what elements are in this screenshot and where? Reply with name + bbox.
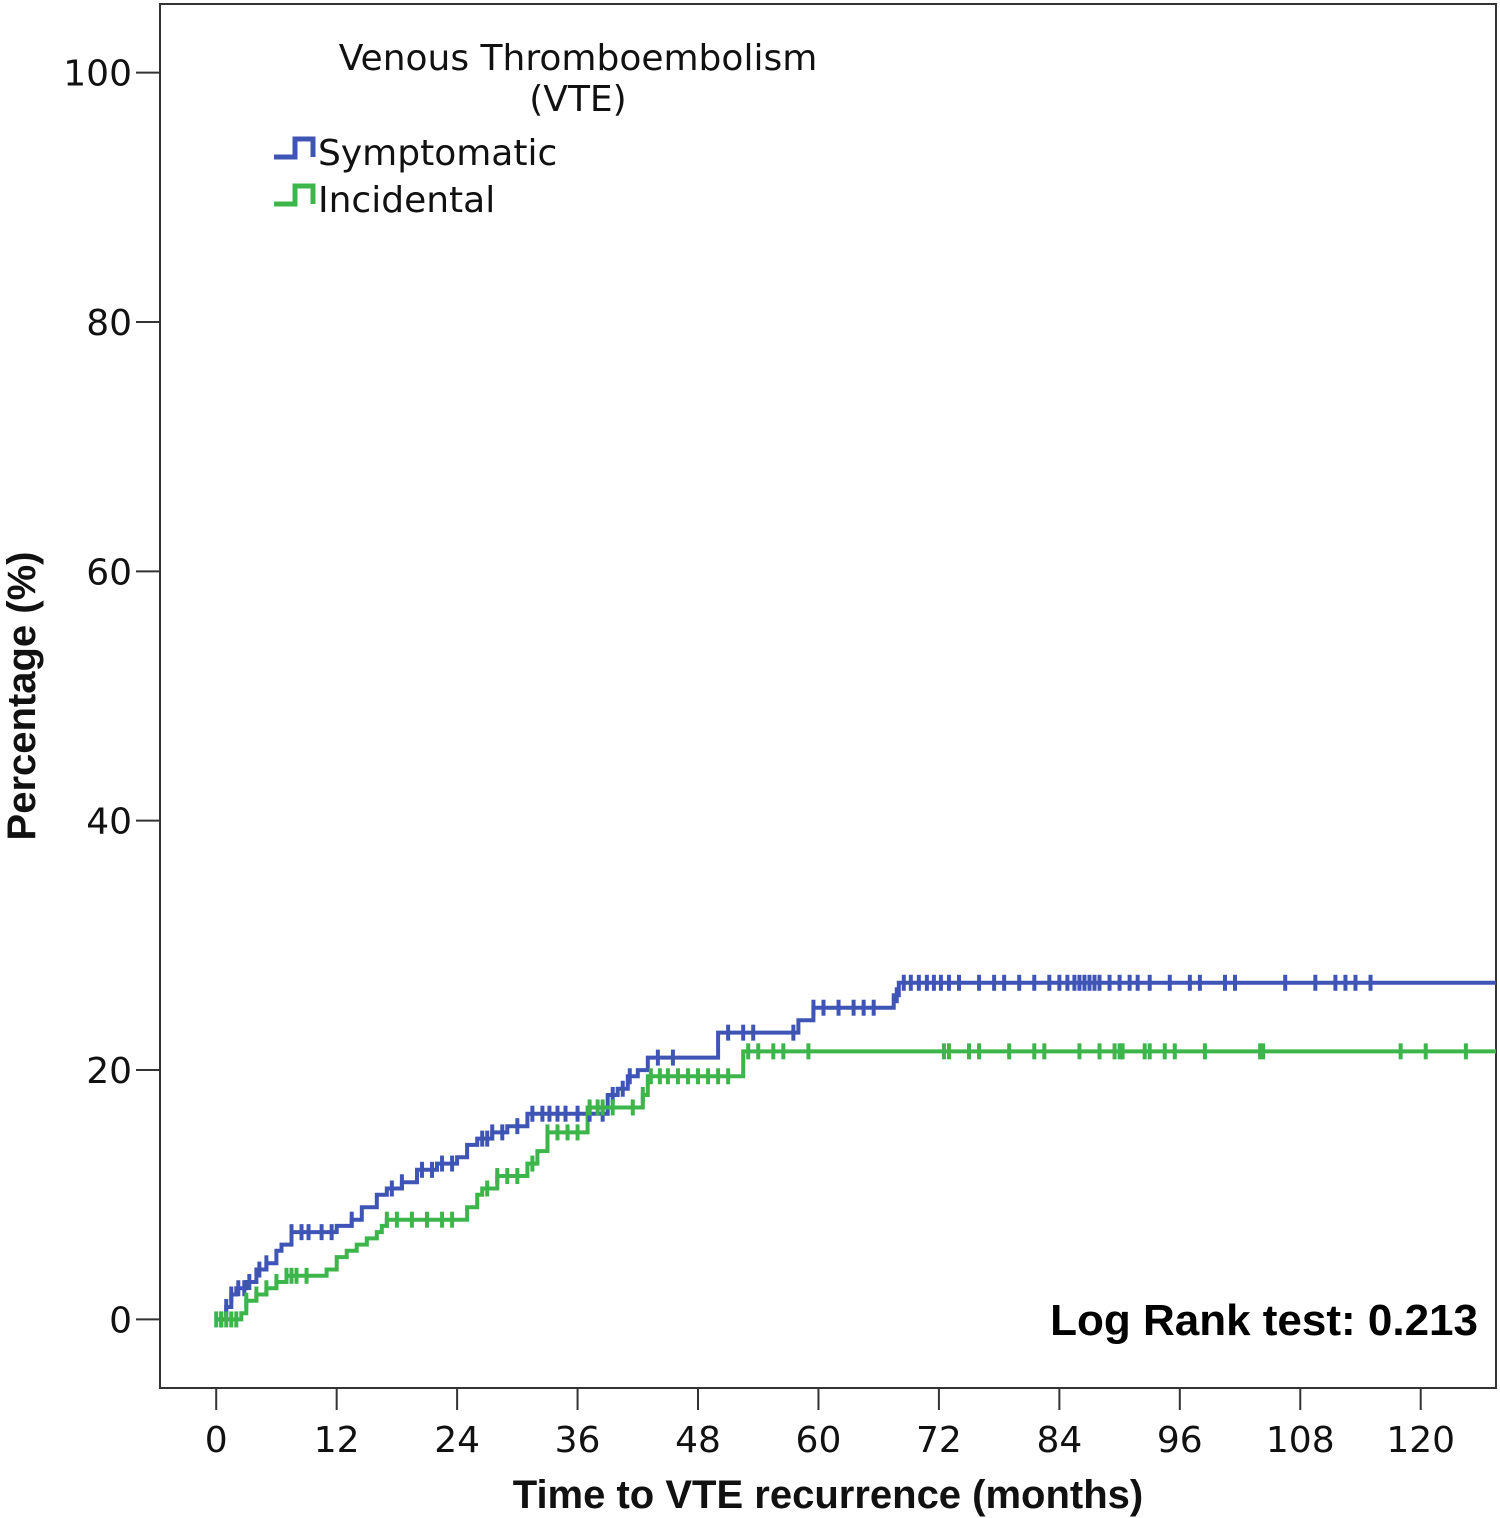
series-layer xyxy=(214,974,1496,1328)
y-tick-label: 40 xyxy=(86,802,132,843)
y-tick-label: 0 xyxy=(109,1300,132,1341)
x-tick-label: 0 xyxy=(205,1420,228,1461)
legend-symptomatic-swatch-icon xyxy=(274,136,316,160)
x-tick-label: 24 xyxy=(434,1420,480,1461)
legend: Venous Thromboembolism (VTE) Symptomatic… xyxy=(274,38,817,221)
y-axis-title: Percentage (%) xyxy=(0,552,44,841)
legend-incidental-swatch-icon xyxy=(274,183,316,207)
y-tick-label: 80 xyxy=(86,303,132,344)
log-rank-annotation: Log Rank test: 0.213 xyxy=(1050,1296,1478,1345)
y-tick-label: 20 xyxy=(86,1051,132,1092)
legend-incidental-label: Incidental xyxy=(318,180,495,221)
y-tick-label: 100 xyxy=(63,54,132,95)
x-tick-label: 108 xyxy=(1266,1420,1335,1461)
legend-title-line1: Venous Thromboembolism xyxy=(339,38,818,79)
x-tick-label: 60 xyxy=(796,1420,842,1461)
x-tick-label: 72 xyxy=(916,1420,962,1461)
x-axis: 0 12 24 36 48 60 72 84 96 108 120 xyxy=(205,1388,1455,1461)
x-tick-label: 120 xyxy=(1386,1420,1455,1461)
x-axis-title: Time to VTE recurrence (months) xyxy=(513,1473,1144,1517)
y-tick-label: 60 xyxy=(86,552,132,593)
x-tick-label: 36 xyxy=(555,1420,601,1461)
x-tick-label: 12 xyxy=(314,1420,360,1461)
x-tick-label: 96 xyxy=(1157,1420,1203,1461)
x-tick-label: 84 xyxy=(1036,1420,1082,1461)
x-tick-label: 48 xyxy=(675,1420,721,1461)
plot-frame xyxy=(159,3,1497,1389)
series-line-symptomatic xyxy=(216,980,1496,1322)
legend-symptomatic-label: Symptomatic xyxy=(318,133,557,174)
legend-title-line2: (VTE) xyxy=(529,79,626,120)
y-axis: 0 20 40 60 80 100 xyxy=(63,54,160,1341)
